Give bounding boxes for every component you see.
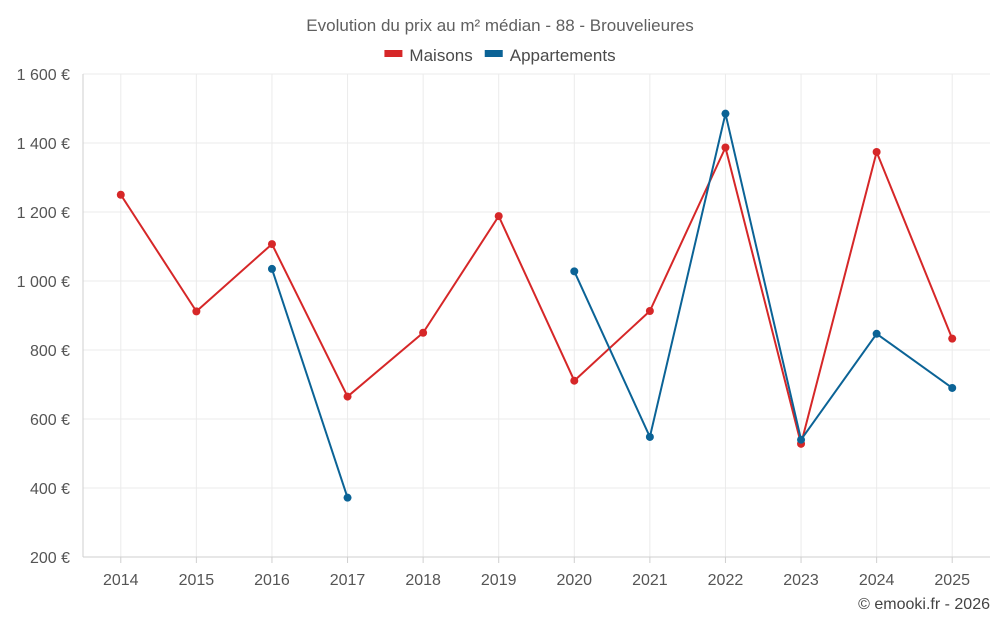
legend-label-appartements: Appartements xyxy=(510,46,616,65)
series-line-maisons xyxy=(119,146,954,445)
y-tick-label: 1 000 € xyxy=(17,274,70,291)
legend-swatch-maisons xyxy=(384,50,403,57)
copyright-text: © emooki.fr - 2026 xyxy=(858,596,990,613)
x-tick-label: 2019 xyxy=(481,572,517,589)
x-tick-label: 2018 xyxy=(405,572,441,589)
series-appartements xyxy=(267,109,957,502)
x-axis: 2014 2015 2016 2017 2018 2019 2020 2021 2022 2023… xyxy=(83,556,990,589)
x-tick-label: 2022 xyxy=(708,572,744,589)
data-point-appartements[interactable] xyxy=(570,267,579,276)
data-point-maisons[interactable] xyxy=(570,376,579,385)
data-point-maisons[interactable] xyxy=(116,190,125,199)
y-tick-label: 1 400 € xyxy=(17,136,70,153)
grid xyxy=(83,73,990,557)
y-tick-label: 1 600 € xyxy=(17,67,70,84)
x-tick-label: 2016 xyxy=(254,572,290,589)
y-tick-label: 600 € xyxy=(30,412,70,429)
series-layer xyxy=(116,109,957,502)
data-point-appartements[interactable] xyxy=(872,329,881,338)
data-point-maisons[interactable] xyxy=(419,328,428,337)
data-point-maisons[interactable] xyxy=(872,147,881,156)
legend[interactable]: Maisons Appartements xyxy=(384,46,616,65)
data-point-appartements[interactable] xyxy=(267,264,276,273)
data-point-appartements[interactable] xyxy=(797,435,806,444)
series-line-appartements xyxy=(573,112,953,441)
series-line-appartements xyxy=(271,268,349,498)
data-point-maisons[interactable] xyxy=(192,307,201,316)
data-point-appartements[interactable] xyxy=(721,109,730,118)
y-tick-label: 1 200 € xyxy=(17,205,70,222)
data-point-appartements[interactable] xyxy=(948,383,957,392)
data-point-appartements[interactable] xyxy=(343,493,352,502)
y-tick-label: 400 € xyxy=(30,481,70,498)
data-point-appartements[interactable] xyxy=(645,432,654,441)
data-point-maisons[interactable] xyxy=(267,240,276,249)
data-point-maisons[interactable] xyxy=(948,334,957,343)
legend-label-maisons: Maisons xyxy=(409,46,472,65)
x-tick-label: 2023 xyxy=(783,572,819,589)
x-tick-label: 2021 xyxy=(632,572,668,589)
data-point-maisons[interactable] xyxy=(721,143,730,152)
x-tick-label: 2020 xyxy=(556,572,592,589)
series-maisons xyxy=(116,143,957,448)
y-tick-label: 200 € xyxy=(30,550,70,567)
x-tick-label: 2024 xyxy=(859,572,895,589)
legend-swatch-appartements xyxy=(484,50,503,57)
data-point-maisons[interactable] xyxy=(645,307,654,316)
y-axis: 200 € 400 € 600 € 800 € 1 000 € 1 200 € 1 400 … xyxy=(17,67,84,567)
chart-title: Evolution du prix au m² médian - 88 - Br… xyxy=(306,16,693,35)
x-tick-label: 2015 xyxy=(179,572,215,589)
x-tick-label: 2014 xyxy=(103,572,139,589)
data-point-maisons[interactable] xyxy=(343,392,352,401)
x-tick-label: 2025 xyxy=(934,572,970,589)
data-point-maisons[interactable] xyxy=(494,212,503,221)
y-tick-label: 800 € xyxy=(30,343,70,360)
x-tick-label: 2017 xyxy=(330,572,366,589)
